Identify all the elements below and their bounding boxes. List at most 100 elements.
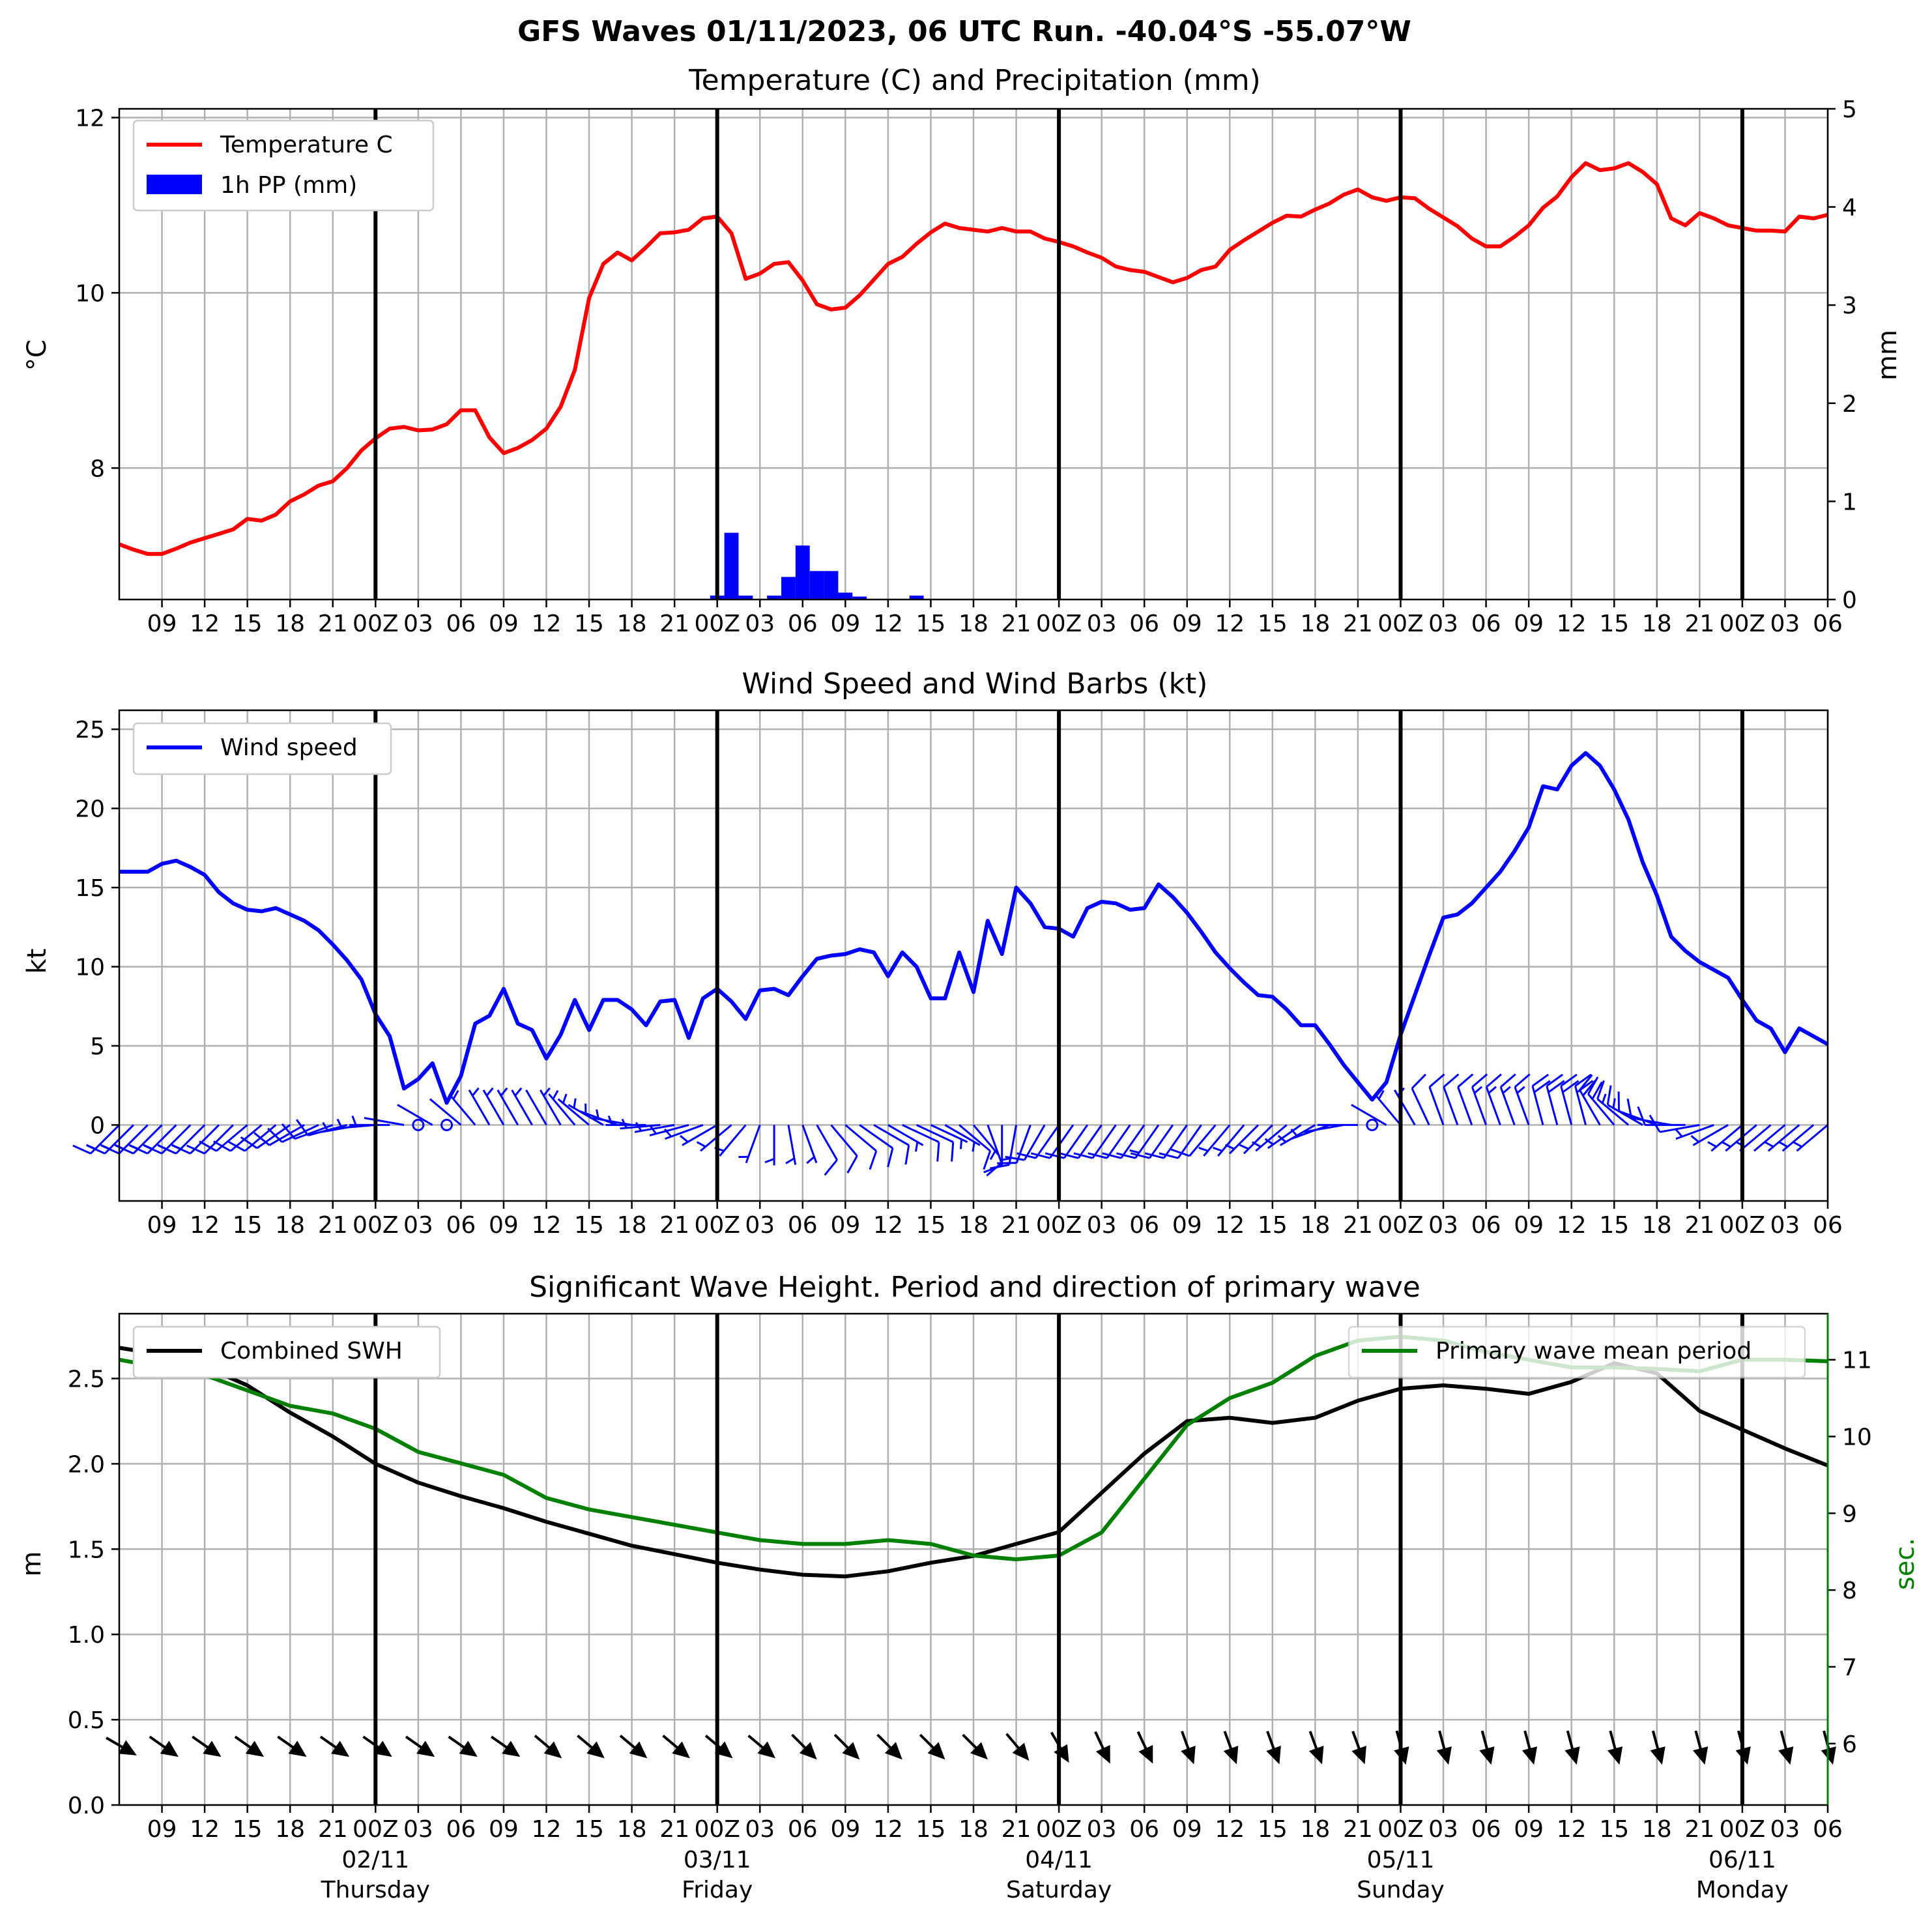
- x-tick-label: 03: [403, 1816, 433, 1843]
- x-tick-label: 21: [318, 1212, 348, 1239]
- x-tick-label: 03: [403, 611, 433, 637]
- wind-barb-half-feather: [680, 1134, 689, 1143]
- x-tick-label: 21: [1684, 1816, 1714, 1843]
- temperature-ylabel: °C: [22, 339, 52, 371]
- wind-barb-half-feather: [1675, 1128, 1683, 1138]
- x-tick-label: 15: [1258, 611, 1288, 637]
- wind-barb-half-feather: [764, 1158, 775, 1164]
- wave-arrow-head: [118, 1740, 137, 1755]
- wind-barb-staff: [429, 1098, 462, 1126]
- wind-barb-half-feather: [596, 1109, 599, 1119]
- y2-tick-label: 1: [1842, 489, 1857, 515]
- wind-barb-half-feather: [664, 1128, 672, 1138]
- panel-title-wave: Significant Wave Height. Period and dire…: [529, 1271, 1420, 1304]
- wind-barb-staff: [987, 1124, 1003, 1164]
- legend-precip: 1h PP (mm): [220, 172, 357, 199]
- wind-barb-feather: [1548, 1080, 1565, 1093]
- legend-period: Primary wave mean period: [1435, 1338, 1752, 1365]
- wave-arrow-head: [330, 1740, 350, 1757]
- x-tick-label: 21: [1343, 1212, 1373, 1239]
- wind-barb-feather: [227, 1140, 246, 1152]
- wind-barb-half-feather: [1764, 1141, 1774, 1148]
- wave-arrow-head: [672, 1741, 690, 1759]
- wind-barb-half-feather: [972, 1142, 975, 1152]
- day-date-label: 03/11: [684, 1847, 751, 1873]
- wave-arrow-head: [1521, 1746, 1538, 1765]
- x-tick-label: 03: [745, 611, 775, 637]
- x-tick-label: 09: [830, 1816, 860, 1843]
- wind-barb-feather: [1159, 1152, 1179, 1159]
- x-tick-label: 06: [446, 1816, 476, 1843]
- wind-barb-staff: [745, 1124, 761, 1164]
- wind-barb-half-feather: [1778, 1141, 1789, 1148]
- wave-arrow-head: [1778, 1746, 1794, 1765]
- wind-barb-staff: [1499, 1086, 1516, 1125]
- x-tick-label: 00Z: [353, 1212, 398, 1239]
- wind-barb-feather: [1560, 1073, 1578, 1087]
- wind-barb-calm: [1366, 1118, 1379, 1131]
- x-tick-label: 09: [489, 1212, 519, 1239]
- wind-barb-half-feather: [562, 1093, 568, 1104]
- x-tick-label: 15: [1599, 1816, 1629, 1843]
- wind-barb-feather: [1016, 1152, 1036, 1159]
- wave-axes: 09 12 15 18 21 00Z 03 06 09 12 15 18 21 00Z 03 06 09 12 15…: [68, 1312, 1872, 1843]
- wind-barb-feather: [824, 1159, 838, 1176]
- wind-barb-feather: [1030, 1152, 1050, 1159]
- wave-arrow-head: [757, 1741, 775, 1759]
- wave-arrow-head: [1436, 1746, 1452, 1765]
- wind-barb-staff: [816, 1124, 838, 1161]
- wave-arrow-head: [1351, 1745, 1366, 1765]
- wind-barb-staff: [281, 1124, 319, 1143]
- y2-tick-label: 5: [1842, 96, 1857, 123]
- y-tick-label: 0.5: [68, 1707, 105, 1734]
- x-tick-label: 12: [873, 611, 903, 637]
- wind-barb-half-feather: [452, 1090, 459, 1100]
- y2-tick-label: 6: [1842, 1731, 1857, 1758]
- x-tick-label: 15: [1258, 1212, 1288, 1239]
- wave-arrow-head: [629, 1741, 648, 1759]
- day-name-label: Friday: [682, 1877, 753, 1903]
- wind-barb-half-feather: [1277, 1134, 1287, 1143]
- wind-barb-staff: [887, 1124, 924, 1146]
- y2-tick-label: 2: [1842, 391, 1857, 418]
- day-date-label: 05/11: [1367, 1847, 1435, 1873]
- y-tick-label: 10: [75, 955, 105, 981]
- x-tick-label: 03: [1087, 611, 1117, 637]
- x-tick-label: 21: [659, 1212, 689, 1239]
- x-tick-label: 03: [1087, 1212, 1117, 1239]
- x-tick-label: 06: [1129, 1212, 1159, 1239]
- x-tick-label: 15: [574, 1212, 604, 1239]
- wind-barb-half-feather: [1198, 1146, 1209, 1152]
- wind-barb-staff: [1574, 1086, 1587, 1125]
- period-legend: Primary wave mean period: [1348, 1325, 1806, 1379]
- x-tick-label: 03: [1087, 1816, 1117, 1843]
- x-tick-label: 12: [873, 1212, 903, 1239]
- wind-barb-staff: [1531, 1086, 1544, 1125]
- x-tick-label: 18: [617, 611, 647, 637]
- y-tick-label: 1.0: [68, 1622, 105, 1649]
- wind-barb-half-feather: [1502, 1086, 1511, 1094]
- wave-arrow-head: [884, 1742, 902, 1760]
- figure-suptitle: GFS Waves 01/11/2023, 06 UTC Run. -40.04…: [517, 15, 1411, 48]
- wind-barb-feather: [1428, 1073, 1445, 1088]
- wind-barbs: [72, 1073, 1828, 1177]
- wind-barb-staff: [397, 1104, 433, 1126]
- x-tick-label: 00Z: [694, 611, 740, 637]
- wind-barb-staff: [203, 1124, 234, 1155]
- wave-arrow-head: [502, 1740, 521, 1757]
- wave-arrow-head: [799, 1742, 817, 1760]
- wave-arrow-head: [1564, 1746, 1580, 1765]
- wind-barb-staff: [1077, 1124, 1103, 1159]
- wind-barb-half-feather: [696, 1141, 706, 1148]
- x-tick-label: 00Z: [694, 1816, 740, 1843]
- wind-barb-staff: [1120, 1124, 1146, 1159]
- x-tick-label: 09: [489, 611, 519, 637]
- wind-barb-staff: [959, 1124, 991, 1152]
- wind-barb-staff: [972, 1124, 1001, 1157]
- wind-barb-half-feather: [1516, 1086, 1525, 1094]
- wave-arrow-head: [586, 1741, 605, 1759]
- wind-barb-half-feather: [1239, 1144, 1249, 1150]
- wind-barb-half-feather: [1473, 1086, 1483, 1094]
- wind-barb-feather: [1045, 1152, 1065, 1159]
- x-tick-label: 03: [1428, 1816, 1458, 1843]
